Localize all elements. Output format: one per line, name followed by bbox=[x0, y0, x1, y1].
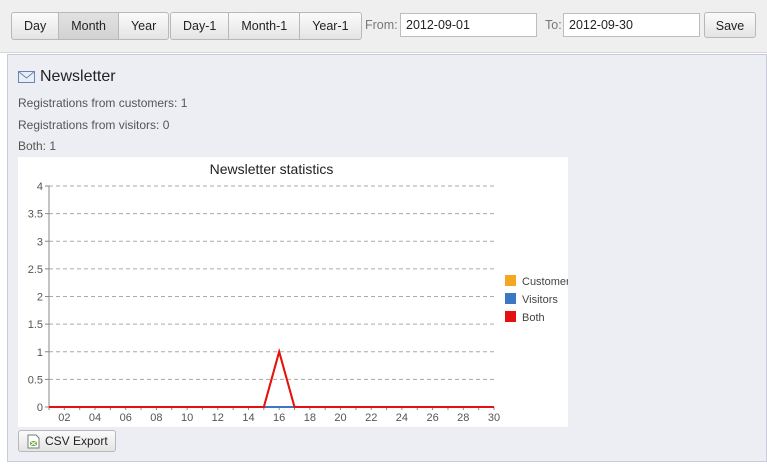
y-tick-label: 4 bbox=[37, 181, 43, 193]
offset-button-group: Day-1 Month-1 Year-1 bbox=[170, 12, 362, 40]
legend-swatch-visitors bbox=[505, 293, 516, 304]
y-tick-label: 2 bbox=[37, 292, 43, 304]
x-tick-label: 20 bbox=[334, 412, 346, 424]
to-label: To: bbox=[545, 18, 562, 32]
y-tick-label: 3.5 bbox=[28, 209, 43, 221]
x-tick-label: 12 bbox=[212, 412, 224, 424]
envelope-icon bbox=[18, 71, 35, 83]
year-button[interactable]: Year bbox=[117, 13, 168, 39]
x-tick-label: 22 bbox=[365, 412, 377, 424]
x-tick-label: 28 bbox=[457, 412, 469, 424]
csv-export-button[interactable]: CSV Export bbox=[18, 430, 116, 452]
x-tick-label: 26 bbox=[426, 412, 438, 424]
y-tick-label: 0 bbox=[37, 402, 43, 414]
day-button[interactable]: Day bbox=[24, 19, 47, 33]
month-minus-1-button[interactable]: Month-1 bbox=[228, 13, 299, 39]
x-tick-label: 06 bbox=[120, 412, 132, 424]
from-date-input[interactable] bbox=[400, 13, 537, 37]
x-tick-label: 02 bbox=[58, 412, 70, 424]
series-line-both bbox=[49, 348, 494, 408]
stat-both: Both: 1 bbox=[18, 139, 57, 153]
y-tick-label: 2.5 bbox=[28, 264, 43, 276]
x-tick-label: 10 bbox=[181, 412, 193, 424]
legend-swatch-customers bbox=[505, 275, 516, 286]
stat-customers: Registrations from customers: 1 bbox=[18, 96, 188, 110]
panel-title-text: Newsletter bbox=[40, 68, 116, 85]
legend-label-both: Both bbox=[522, 312, 545, 324]
newsletter-panel: Newsletter Registrations from customers:… bbox=[7, 54, 767, 462]
stat-visitors: Registrations from visitors: 0 bbox=[18, 118, 170, 132]
y-tick-label: 3 bbox=[37, 236, 43, 248]
date-toolbar: Day Month Year Day-1 Month-1 Year-1 From… bbox=[0, 0, 767, 53]
period-button-group: Day Month Year bbox=[11, 12, 170, 40]
newsletter-chart: Newsletter statistics 0 0.5 1 1.5 2 2.5 3 3.5 4 02… bbox=[18, 157, 576, 427]
y-tick-label: 1 bbox=[37, 347, 43, 359]
csv-export-label: CSV Export bbox=[45, 434, 108, 448]
x-tick-label: 18 bbox=[304, 412, 316, 424]
save-button[interactable]: Save bbox=[704, 12, 756, 38]
x-tick-label: 08 bbox=[150, 412, 162, 424]
spreadsheet-icon bbox=[27, 434, 40, 448]
x-tick-label: 30 bbox=[488, 412, 500, 424]
legend-swatch-both bbox=[505, 311, 516, 322]
x-tick-label: 24 bbox=[396, 412, 408, 424]
month-button[interactable]: Month bbox=[58, 13, 118, 39]
x-tick-label: 16 bbox=[273, 412, 285, 424]
to-date-input[interactable] bbox=[563, 13, 700, 37]
from-label: From: bbox=[365, 18, 398, 32]
legend-label-visitors: Visitors bbox=[522, 294, 558, 306]
x-tick-label: 04 bbox=[89, 412, 101, 424]
y-tick-label: 0.5 bbox=[28, 374, 43, 386]
chart-svg: Newsletter statistics 0 0.5 1 1.5 2 2.5 3 3.5 4 02… bbox=[28, 161, 576, 424]
chart-title: Newsletter statistics bbox=[210, 161, 334, 177]
panel-title: Newsletter bbox=[18, 68, 116, 86]
x-tick-label: 14 bbox=[242, 412, 254, 424]
day-minus-1-button[interactable]: Day-1 bbox=[183, 19, 217, 33]
legend-label-customers: Customers bbox=[522, 276, 568, 288]
year-minus-1-button[interactable]: Year-1 bbox=[299, 13, 360, 39]
y-tick-label: 1.5 bbox=[28, 319, 43, 331]
